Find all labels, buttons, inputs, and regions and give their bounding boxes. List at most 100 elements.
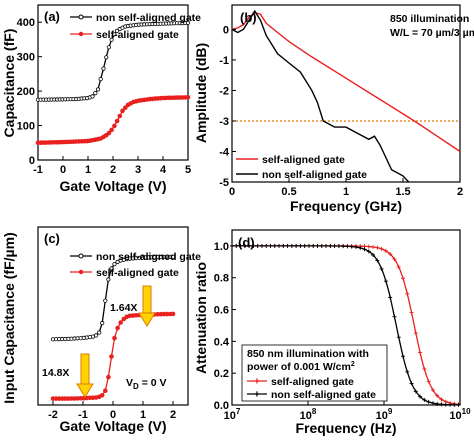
series-point-c-black-15 <box>97 330 102 335</box>
series-point-c-red-18 <box>106 374 111 380</box>
panel-b-xtick-label: 1 <box>343 186 349 198</box>
series-point-a-red-55 <box>185 95 191 100</box>
panel-d-ytick-label: 0.0 <box>214 400 229 412</box>
panel-d-ytick-label: 0.8 <box>214 273 229 285</box>
panel-d-ytick-label: 0.6 <box>214 305 229 317</box>
panel-b-plot <box>231 9 461 183</box>
panel-a-xtick-label: 5 <box>185 164 191 176</box>
legend-marker-self-aligned <box>78 31 84 37</box>
panel-b-tag: (b) <box>240 10 257 25</box>
panel-d-xtick-label: 108 <box>300 407 317 422</box>
panel-b-legend: self-aligned gate non self-aligned gate <box>236 154 367 181</box>
panel-c-xtick-label: -2 <box>48 409 58 421</box>
panel-b-ytick-label: -5 <box>219 177 229 189</box>
legend-label-non-self-aligned-c: non self-aligned gate <box>96 251 201 263</box>
series-point-a-black-20 <box>90 94 95 99</box>
panel-b-xtick-label: 0 <box>229 186 235 198</box>
series-line-b-1 <box>231 9 410 183</box>
legend-marker-non-self-aligned <box>78 14 84 20</box>
series-point-a-red-29 <box>114 118 120 124</box>
series-point-c-red-39 <box>170 311 176 317</box>
legend-marker-self-aligned-c <box>78 269 84 275</box>
panel-d-note-power: power of 0.001 W/cm2 <box>247 361 355 373</box>
series-point-a-black-29 <box>115 28 120 33</box>
annotation-14-8x: 14.8X <box>42 367 69 379</box>
series-point-c-black-18 <box>106 277 111 282</box>
series-point-c-red-17 <box>103 388 108 394</box>
panel-b-xlabel: Frequency (GHz) <box>290 198 402 214</box>
panel-c-xtick-label: 2 <box>170 409 176 421</box>
annotation-1-64x: 1.64X <box>110 302 137 314</box>
panel-a-tag: (a) <box>44 9 60 24</box>
panel-d-ytick-label: 0.2 <box>214 368 229 380</box>
panel-d-ytick-label: 1.0 <box>214 241 229 253</box>
series-point-a-red-30 <box>117 113 123 119</box>
panel-a-xtick-label: 1 <box>85 164 91 176</box>
legend-label-self-aligned-c: self-aligned gate <box>96 267 179 279</box>
legend-label-self-aligned-b: self-aligned gate <box>262 154 345 166</box>
arrow-1-64x <box>138 285 156 327</box>
panel-a-ytick-label: 300 <box>17 52 35 64</box>
arrow-1-64x-head <box>138 312 156 327</box>
panel-c-legend: non self-aligned gate self-aligned gate <box>70 251 201 279</box>
panel-d-xtick-label: 107 <box>224 407 241 422</box>
panel-b-xtick-label: 1.5 <box>395 186 410 198</box>
panel-b-ticks: 0 0.5 1 1.5 2 0 -1 -2 -3 -4 -5 <box>219 24 463 198</box>
panel-d-note-illumination: 850 nm illumination with <box>247 348 369 360</box>
series-point-c-red-19 <box>109 354 114 359</box>
panel-c: -2 -1 0 1 2 (c) non self-aligned gate self-a… <box>1 226 201 434</box>
panel-b-xtick-label: 2 <box>457 186 463 198</box>
annotation-vd: VD = 0 V <box>126 377 167 391</box>
panel-a-ylabel: Capacitance (fF) <box>1 29 17 138</box>
series-point-a-red-28 <box>112 123 117 129</box>
panel-c-xtick-label: 1 <box>140 409 146 421</box>
series-point-a-red-27 <box>109 127 114 133</box>
panel-d-plot <box>230 243 461 407</box>
legend-label-non-self-aligned-b: non self-aligned gate <box>262 169 367 181</box>
panel-b-ytick-label: -4 <box>219 146 230 158</box>
panel-d-frame <box>231 229 461 406</box>
panel-b-xtick-label: 0.5 <box>281 186 296 198</box>
series-point-c-red-23 <box>121 316 127 322</box>
panel-d: 107 108 109 1010 0.0 0.2 0.4 0.6 0.8 1.0 (d) 850 … <box>193 229 471 436</box>
panel-d-xtick-label: 1010 <box>449 407 471 422</box>
series-point-a-black-24 <box>101 66 106 71</box>
series-point-a-black-28 <box>112 32 117 37</box>
panel-d-ticks: 107 108 109 1010 0.0 0.2 0.4 0.6 0.8 1.0 <box>214 241 471 422</box>
panel-a-legend: non self-aligned gate self-aligned gate <box>70 12 201 41</box>
series-point-a-black-21 <box>93 91 98 96</box>
panel-a-ytick-label: 100 <box>17 121 35 133</box>
panel-d-xlabel: Frequency (Hz) <box>295 420 396 436</box>
panel-b: 0 0.5 1 1.5 2 0 -1 -2 -3 -4 -5 (b) 850 illuminatio… <box>193 4 474 214</box>
panel-b-ytick-label: -1 <box>219 55 229 67</box>
panel-a-xtick-label: 0 <box>60 164 66 176</box>
panel-d-ytick-label: 0.4 <box>214 336 230 348</box>
panel-a-ytick-label: 200 <box>17 86 35 98</box>
panel-d-legend-box <box>241 344 388 402</box>
panel-c-tag: (c) <box>44 231 60 246</box>
arrow-1-64x-shaft <box>142 285 152 314</box>
series-point-c-red-16 <box>99 392 105 398</box>
series-point-c-red-22 <box>118 320 123 325</box>
series-point-a-black-55 <box>185 20 191 25</box>
legend-marker-non-self-aligned-d: + <box>254 389 260 401</box>
legend-label-non-self-aligned-d: non self-aligned gate <box>271 389 376 401</box>
panel-c-xtick-label: -1 <box>78 409 88 421</box>
panel-b-ylabel: Amplitude (dB) <box>193 43 209 143</box>
legend-marker-self-aligned-d: + <box>254 376 260 388</box>
series-point-c-red-20 <box>112 335 117 341</box>
legend-label-self-aligned-d: self-aligned gate <box>271 376 354 388</box>
arrow-14-8x-head <box>76 383 94 398</box>
series-point-c-black-17 <box>103 298 108 303</box>
series-point-a-black-22 <box>95 87 101 92</box>
panel-b-ytick-label: -2 <box>219 85 229 97</box>
panel-c-ticks: -2 -1 0 1 2 <box>48 401 176 421</box>
series-point-a-black-23 <box>98 77 103 82</box>
panel-d-ylabel: Attenuation ratio <box>193 262 209 374</box>
series-point-c-black-19 <box>109 266 114 271</box>
panel-c-xlabel: Gate Voltage (V) <box>59 418 166 434</box>
panel-c-xtick-label: 0 <box>110 409 116 421</box>
series-point-a-black-25 <box>104 55 109 60</box>
